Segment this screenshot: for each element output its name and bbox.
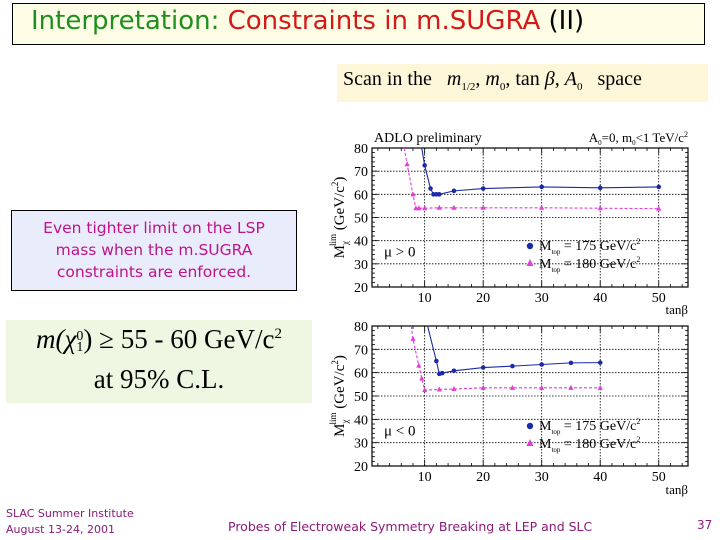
minor-ticks xyxy=(372,147,688,288)
formula-chi: χ xyxy=(64,324,77,354)
slide-title: Interpretation: Constraints in m.SUGRA (… xyxy=(31,6,584,36)
mass-limit-formula: m(χ0 1) ≥ 55 - 60 GeV/c2 xyxy=(6,324,312,355)
y-tick-label: 70 xyxy=(354,343,368,358)
y-tick-label: 80 xyxy=(354,320,368,335)
param-beta: β xyxy=(544,68,555,90)
footer-talk-title: Probes of Electroweak Symmetry Breaking … xyxy=(228,519,593,534)
minor-ticks xyxy=(372,325,688,467)
x-tick-label: 50 xyxy=(652,470,666,485)
scan-parameters-box: Scan in the m1/2, m0, tan β, A0 space xyxy=(337,64,708,102)
mu-sign-annotation: μ > 0 xyxy=(384,245,416,261)
y-tick-label: 30 xyxy=(354,437,368,452)
param-m-half-sub: 1/2 xyxy=(461,81,476,93)
x-tick-label: 30 xyxy=(535,291,549,306)
series-mtop-180 xyxy=(410,326,603,393)
chart-subtitle: A0=0, m0<1 TeV/c2 xyxy=(589,130,688,147)
mu-sign-annotation: μ < 0 xyxy=(384,423,416,439)
legend-circle-marker xyxy=(526,422,534,430)
legend-label: Mtop = 180 GeV/c2 xyxy=(539,255,640,274)
x-axis-label: tanβ xyxy=(666,482,689,497)
legend-triangle-marker xyxy=(526,259,534,266)
slide-title-box: Interpretation: Constraints in m.SUGRA (… xyxy=(12,3,705,45)
x-tick-label: 20 xyxy=(476,470,490,485)
mass-limit-formula-box: m(χ0 1) ≥ 55 - 60 GeV/c2 at 95% C.L. xyxy=(6,320,312,403)
y-tick-label: 40 xyxy=(354,235,368,250)
x-tick-label: 20 xyxy=(476,291,490,306)
y-tick-label: 30 xyxy=(354,258,368,273)
page-number: 37 xyxy=(697,518,713,532)
param-a0: A xyxy=(564,68,577,90)
x-tick-label: 30 xyxy=(535,470,549,485)
x-tick-label: 40 xyxy=(593,291,607,306)
grid-lines xyxy=(372,326,688,466)
footer-conference-name: SLAC Summer Institute xyxy=(6,507,134,520)
y-tick-label: 20 xyxy=(354,460,368,475)
series-mtop-175 xyxy=(421,148,662,197)
x-axis-label: tanβ xyxy=(666,302,689,317)
title-part-number: (II) xyxy=(548,6,585,36)
formula-chi-sup: 0 xyxy=(76,328,84,344)
formula-chi-sub: 1 xyxy=(76,339,84,355)
x-tick-label: 10 xyxy=(418,291,432,306)
y-tick-label: 70 xyxy=(354,165,368,180)
note-line-1: Even tighter limit on the LSP xyxy=(43,219,265,237)
y-tick-label: 50 xyxy=(354,212,368,227)
y-axis-label: Mχlim (GeV/c2) xyxy=(328,177,350,259)
scan-parameters-text: Scan in the m1/2, m0, tan β, A0 space xyxy=(343,68,642,93)
y-tick-label: 50 xyxy=(354,390,368,405)
param-tan: tan xyxy=(515,68,540,90)
x-tick-label: 10 xyxy=(418,470,432,485)
lsp-note-text: Even tighter limit on the LSP mass when … xyxy=(12,217,296,283)
scan-prefix: Scan in the xyxy=(343,68,432,90)
note-line-3: constraints are enforced. xyxy=(56,263,252,281)
formula-rest: ) ≥ 55 - 60 GeV/c xyxy=(83,324,275,354)
legend-triangle-marker xyxy=(526,439,534,446)
legend-label: Mtop = 180 GeV/c2 xyxy=(539,435,640,454)
series-mtop-175 xyxy=(427,326,603,377)
legend-label: Mtop = 175 GeV/c2 xyxy=(539,237,640,256)
y-tick-label: 80 xyxy=(354,142,368,157)
chart-title: ADLO preliminary xyxy=(374,131,482,146)
param-m0: m xyxy=(485,68,500,90)
x-tick-label: 40 xyxy=(593,470,607,485)
y-tick-label: 60 xyxy=(354,367,368,382)
param-m-half: m xyxy=(446,68,462,90)
formula-power: 2 xyxy=(274,326,282,342)
param-a0-sub: 0 xyxy=(576,81,583,93)
y-axis-label: Mχlim (GeV/c2) xyxy=(328,355,350,437)
confidence-level: at 95% C.L. xyxy=(93,364,225,394)
title-part-constraints: Constraints in m.SUGRA xyxy=(227,6,541,36)
formula-m: m( xyxy=(36,324,65,354)
series-mtop-180 xyxy=(403,148,662,211)
note-line-2: mass when the m.SUGRA xyxy=(55,241,253,259)
legend-label: Mtop = 175 GeV/c2 xyxy=(539,417,640,436)
footer-conference: SLAC Summer Institute August 13-24, 2001 xyxy=(6,506,134,538)
title-part-interpretation: Interpretation: xyxy=(31,6,220,36)
grid-lines xyxy=(372,148,688,287)
x-tick-label: 50 xyxy=(652,291,666,306)
y-tick-label: 60 xyxy=(354,188,368,203)
lsp-note-box: Even tighter limit on the LSP mass when … xyxy=(11,210,297,291)
param-m0-sub: 0 xyxy=(499,81,506,93)
scan-suffix: space xyxy=(597,68,642,90)
y-tick-label: 20 xyxy=(354,281,368,296)
y-tick-label: 40 xyxy=(354,413,368,428)
plot-frame xyxy=(371,147,689,288)
legend-circle-marker xyxy=(526,242,534,250)
footer-conference-date: August 13-24, 2001 xyxy=(6,523,115,536)
